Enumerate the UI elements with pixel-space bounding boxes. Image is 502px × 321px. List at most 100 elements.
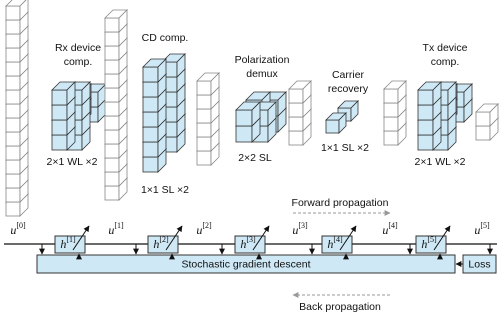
module-title: comp. (431, 56, 460, 68)
cube-front (418, 105, 433, 120)
module-config: 2×1 WL ×2 (47, 156, 98, 168)
cube-front (384, 89, 398, 103)
module-title: Tx device (423, 42, 468, 54)
cube-front (105, 144, 119, 158)
cube-front (289, 103, 303, 117)
signal-label: u[0] (10, 221, 26, 237)
cube-front (143, 67, 158, 82)
cube-front (143, 82, 158, 97)
diagram: Forward propagation Back propagation Sto… (0, 0, 502, 316)
signal-sup: [4] (388, 221, 398, 230)
cube-front (197, 137, 211, 151)
cube-front (105, 186, 119, 200)
forward-label: Forward propagation (292, 197, 389, 209)
cube-front (52, 90, 67, 105)
cube-front (6, 132, 20, 146)
cube-front (6, 76, 20, 90)
cube-front (6, 6, 20, 20)
cube-front (105, 18, 119, 32)
optimizer-label: Stochastic gradient descent (182, 258, 311, 270)
cube-front (6, 62, 20, 76)
signal-label: u[2] (196, 221, 212, 237)
module-title: recovery (328, 83, 369, 95)
cube-front (105, 172, 119, 186)
layer-blocks (6, 0, 498, 216)
cube (326, 113, 346, 133)
layer-sup: [1] (66, 235, 76, 244)
cube-front (197, 109, 211, 123)
cube-front (52, 105, 67, 120)
cube-front (6, 118, 20, 132)
signal-label: u[5] (474, 221, 490, 237)
cube-front (418, 135, 433, 150)
cube-front (418, 120, 433, 135)
cube-front (289, 89, 303, 103)
cube-front (143, 157, 158, 172)
signal-label: u[4] (382, 221, 398, 237)
cube-front (52, 135, 67, 150)
cube-front (105, 88, 119, 102)
module-config: 2×2 SL (238, 152, 272, 164)
cube-front (6, 202, 20, 216)
cube-front (105, 32, 119, 46)
signal-sup: [3] (298, 221, 308, 230)
cube-front (105, 102, 119, 116)
cube-front (289, 117, 303, 131)
module-title: Polarization (235, 54, 290, 66)
module-title: CD comp. (142, 32, 189, 44)
module-title: comp. (64, 56, 93, 68)
cube-front (52, 120, 67, 135)
cube-front (143, 127, 158, 142)
cube-front (326, 120, 339, 133)
cube-front (384, 117, 398, 131)
cube-front (197, 81, 211, 95)
module-config: 1×1 SL ×2 (321, 142, 369, 154)
layer-sup: [4] (333, 235, 343, 244)
cube-front (6, 146, 20, 160)
cube-front (6, 90, 20, 104)
cube-front (289, 131, 303, 145)
cube-front (6, 34, 20, 48)
layer-sup: [2] (159, 235, 169, 244)
loss-label: Loss (468, 258, 490, 270)
cube-front (105, 130, 119, 144)
cube-front (197, 123, 211, 137)
module-config: 2×1 WL ×2 (415, 156, 466, 168)
cube-front (105, 46, 119, 60)
module-config: 1×1 SL ×2 (141, 184, 189, 196)
cube-front (143, 142, 158, 157)
module-title: Rx device (55, 42, 101, 54)
cube-front (476, 126, 490, 140)
signal-label: u[1] (108, 221, 124, 237)
cube-front (197, 95, 211, 109)
cube-front (105, 116, 119, 130)
signal-sup: [5] (480, 221, 490, 230)
cube-front (143, 97, 158, 112)
cube-front (236, 126, 252, 142)
cube-front (6, 104, 20, 118)
cube-front (236, 110, 252, 126)
layer-sup: [3] (246, 235, 256, 244)
cube-front (476, 112, 490, 126)
cube-front (6, 48, 20, 62)
signal-label: u[3] (292, 221, 308, 237)
signal-sup: [0] (16, 221, 26, 230)
module-title: demux (246, 68, 278, 80)
module-title: Carrier (332, 69, 365, 81)
layer-sup: [5] (427, 235, 437, 244)
cube-front (143, 112, 158, 127)
signal-sup: [1] (114, 221, 124, 230)
cube-front (384, 103, 398, 117)
cube-front (6, 174, 20, 188)
cube-front (105, 158, 119, 172)
cube-front (418, 90, 433, 105)
cube-front (6, 160, 20, 174)
cube-front (384, 131, 398, 145)
cube-front (6, 20, 20, 34)
signal-sup: [2] (202, 221, 212, 230)
back-label: Back propagation (299, 301, 381, 313)
cube-front (197, 151, 211, 165)
cube-front (105, 60, 119, 74)
cube-front (6, 188, 20, 202)
cube-front (105, 74, 119, 88)
